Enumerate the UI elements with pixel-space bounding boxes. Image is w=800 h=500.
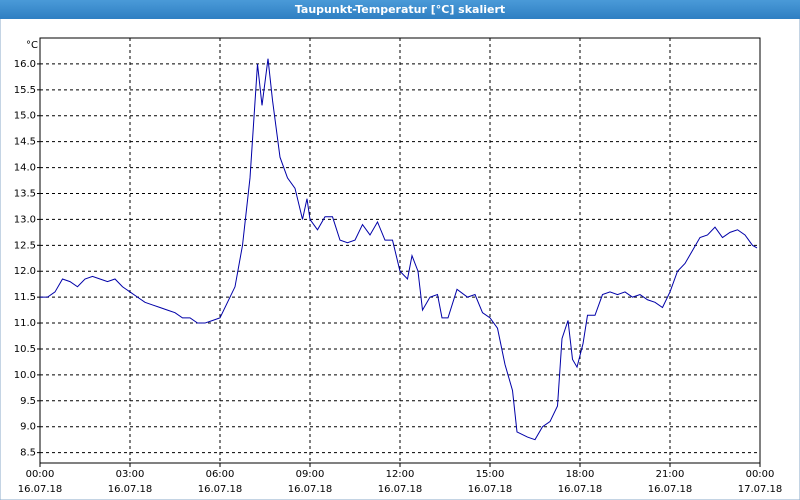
x-tick-date: 16.07.18 [468,484,513,495]
plot-frame [39,37,761,464]
y-tick-label: 13.0 [14,214,36,225]
y-tick-label: 11.5 [14,292,36,303]
y-tick-label: 14.5 [14,137,36,148]
x-tick-label: 21:00 [656,469,685,480]
chart-title: Taupunkt-Temperatur [°C] skaliert [295,3,505,16]
y-tick-label: 15.0 [14,111,36,122]
y-tick-label: 12.0 [14,266,36,277]
x-tick-label: 00:00 [746,469,775,480]
y-tick-label: 9.5 [20,396,36,407]
y-tick-label: 14.0 [14,163,36,174]
y-tick-label: 11.0 [14,318,36,329]
x-tick-date: 16.07.18 [648,484,693,495]
x-tick-label: 03:00 [116,469,145,480]
y-tick-label: 12.5 [14,240,36,251]
x-tick-date: 16.07.18 [378,484,423,495]
y-tick-label: 9.0 [20,422,36,433]
x-tick-date: 16.07.18 [288,484,333,495]
x-tick-date: 16.07.18 [198,484,243,495]
y-unit: °C [26,40,38,51]
y-tick-label: 15.5 [14,85,36,96]
y-tick-label: 10.0 [14,370,36,381]
x-tick-label: 15:00 [476,469,505,480]
x-tick-label: 06:00 [206,469,235,480]
x-tick-label: 00:00 [26,469,55,480]
x-tick-date: 16.07.18 [18,484,63,495]
x-tick-label: 18:00 [566,469,595,480]
y-tick-label: 10.5 [14,344,36,355]
x-tick-date: 16.07.18 [558,484,603,495]
x-tick-label: 12:00 [386,469,415,480]
title-bar [0,0,800,19]
data-line [40,58,758,441]
x-tick-label: 09:00 [296,469,325,480]
y-tick-label: 16.0 [14,59,36,70]
x-tick-date: 17.07.18 [738,484,783,495]
x-tick-date: 16.07.18 [108,484,153,495]
y-tick-label: 13.5 [14,188,36,199]
y-tick-label: 8.5 [20,448,36,459]
